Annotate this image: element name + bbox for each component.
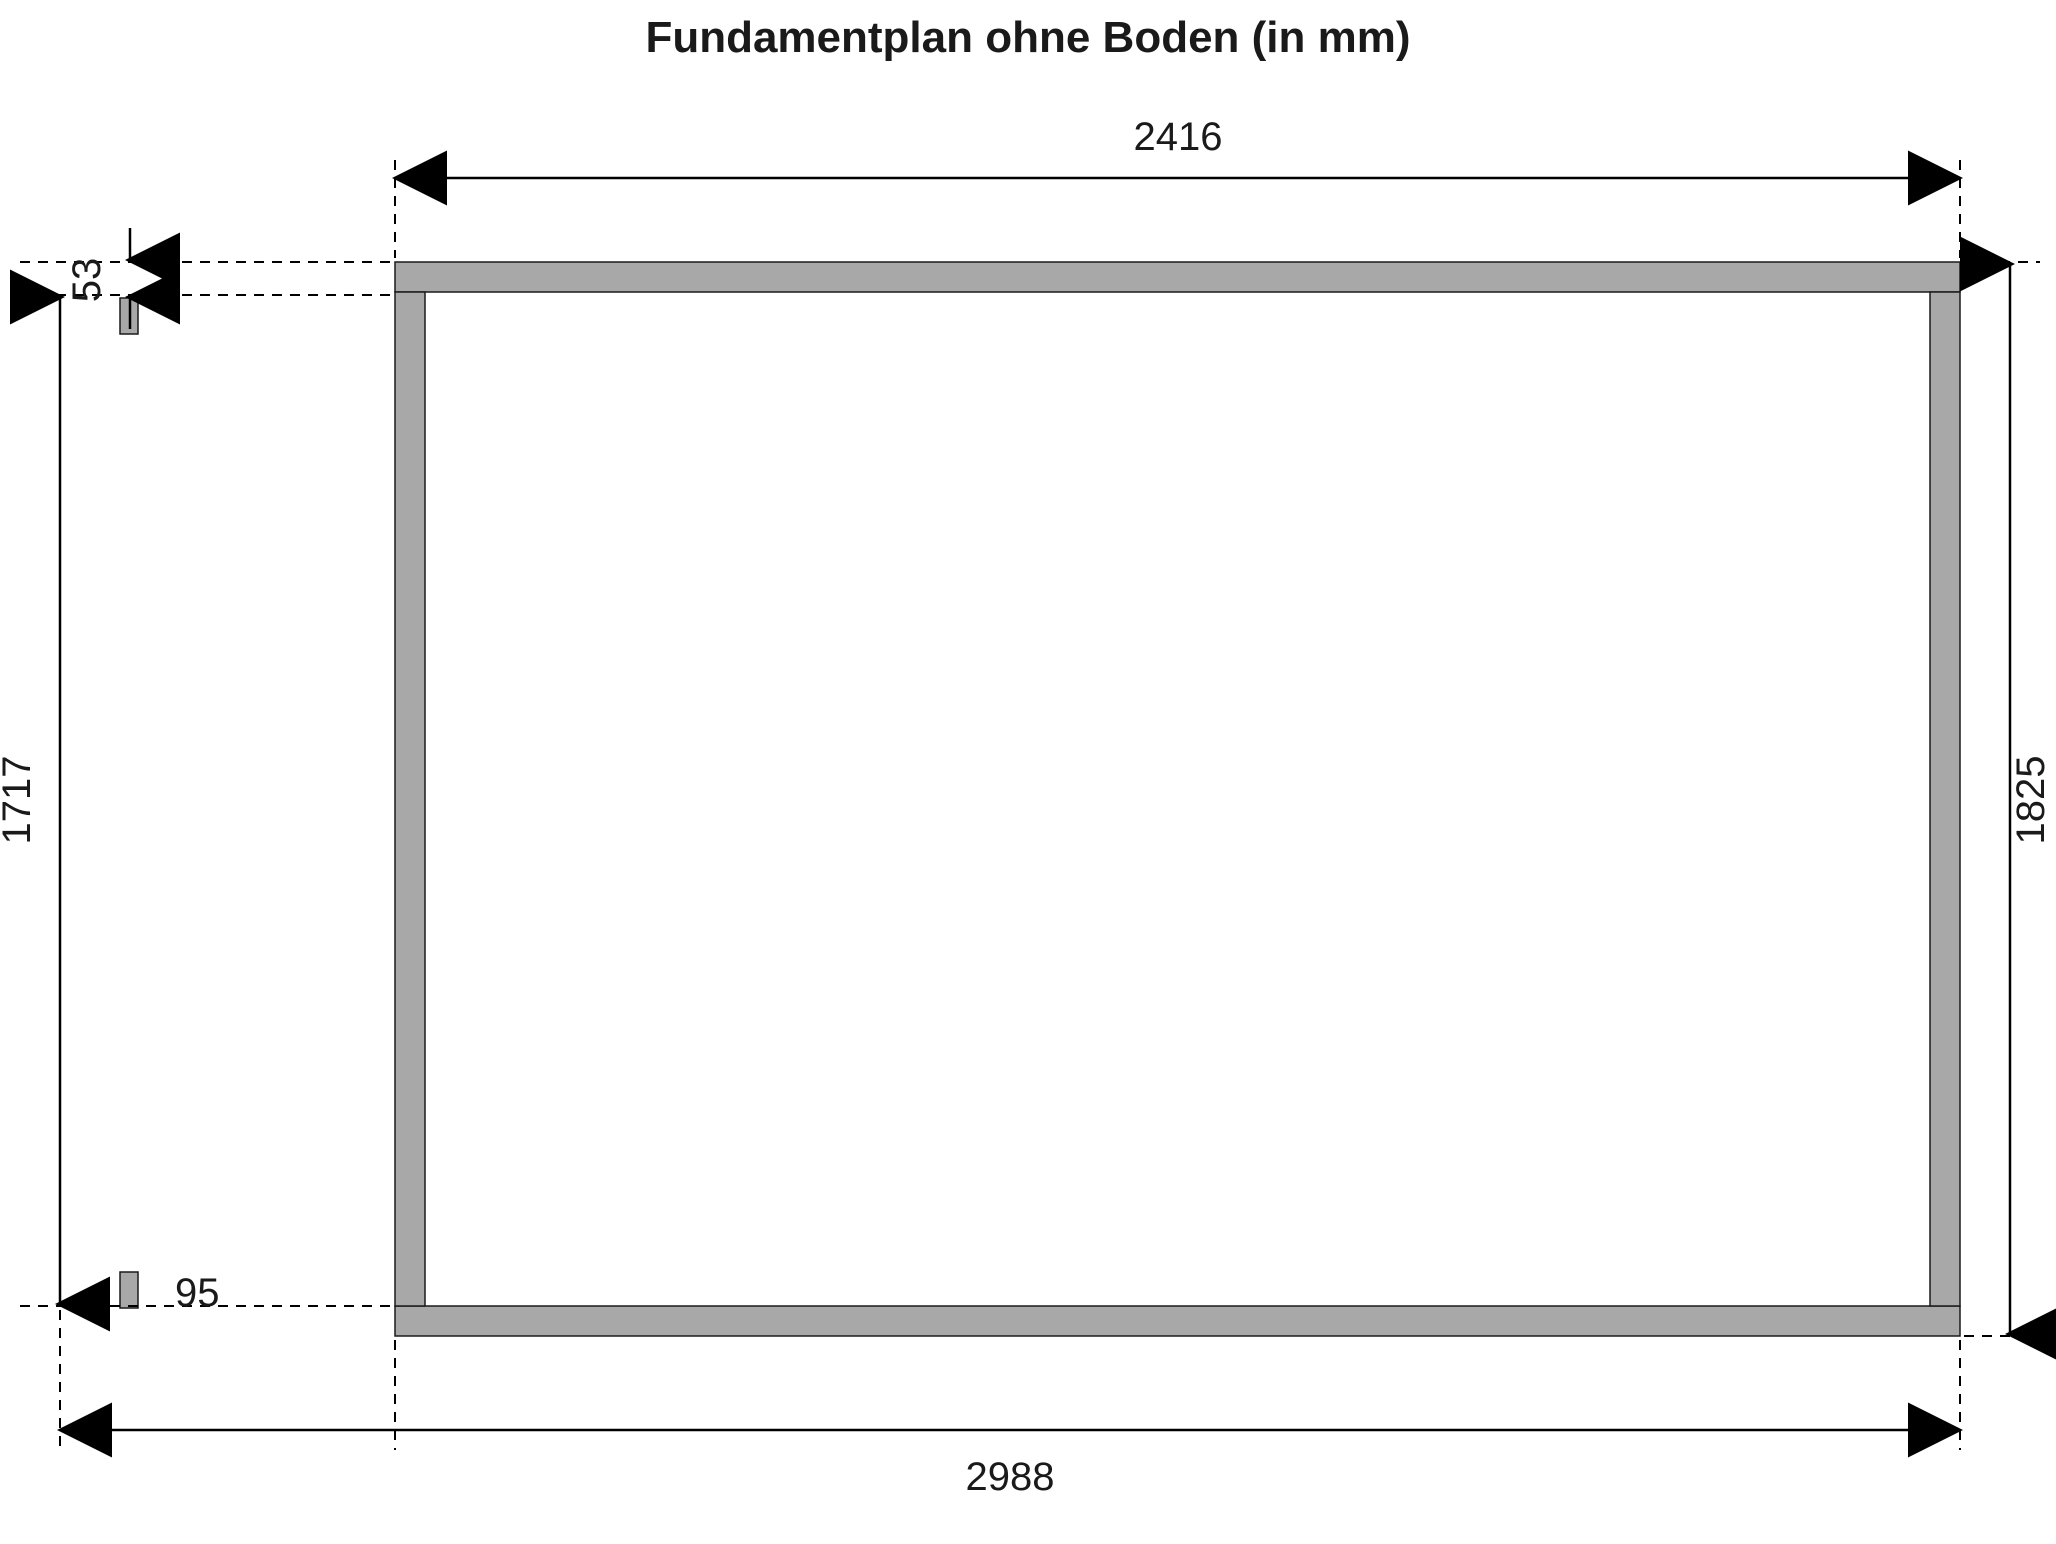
frame-bottom-beam [395,1306,1960,1336]
frame-top-beam [395,262,1960,292]
dim-label-bottom-width: 2988 [966,1455,1055,1499]
dim-label-95: 95 [175,1271,220,1315]
frame-right-beam [1930,292,1960,1306]
indicator-block-bottom [120,1272,138,1308]
diagram-title: Fundamentplan ohne Boden (in mm) [645,13,1410,62]
dim-label-top-width: 2416 [1134,115,1223,159]
dim-label-53: 53 [65,258,109,303]
dim-label-left-height: 1717 [0,756,39,845]
foundation-plan-diagram: Fundamentplan ohne Boden (in mm) [0,0,2056,1544]
frame-left-beam [395,292,425,1306]
dim-label-right-height: 1825 [2009,756,2053,845]
